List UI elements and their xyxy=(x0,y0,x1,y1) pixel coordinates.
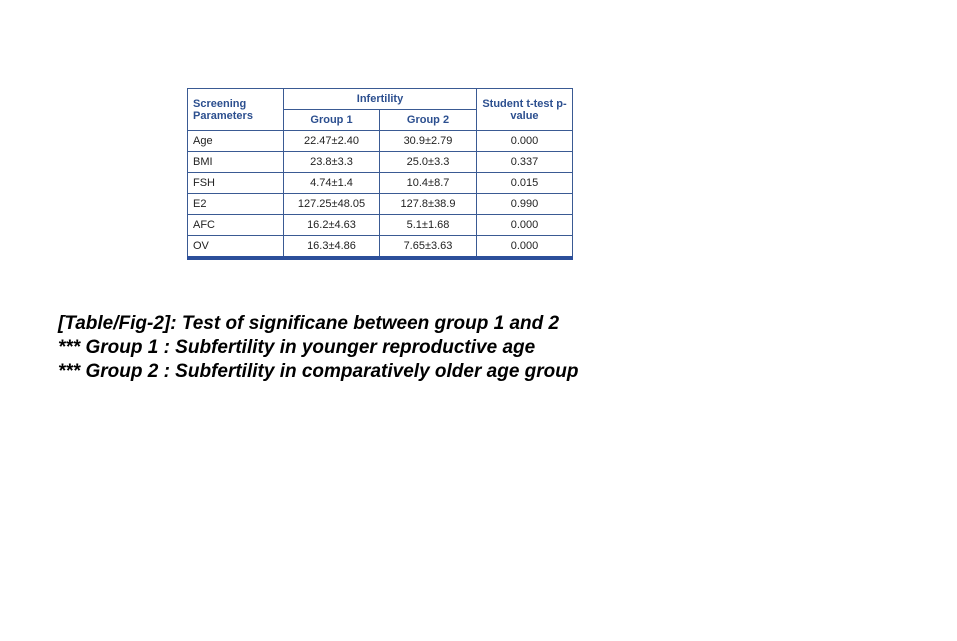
cell-p: 0.000 xyxy=(476,214,573,236)
caption: [Table/Fig-2]: Test of significane betwe… xyxy=(58,312,579,384)
caption-note-group1: *** Group 1 : Subfertility in younger re… xyxy=(58,337,536,358)
header-param: Screening Parameters xyxy=(187,88,284,131)
cell-param: OV xyxy=(187,235,284,260)
significance-table: Screening Parameters Infertility Student… xyxy=(187,88,573,260)
cell-g2: 25.0±3.3 xyxy=(379,151,477,173)
cell-p: 0.000 xyxy=(476,235,573,260)
cell-g1: 4.74±1.4 xyxy=(283,172,380,194)
cell-g1: 22.47±2.40 xyxy=(283,130,380,152)
cell-g1: 16.3±4.86 xyxy=(283,235,380,260)
table-row: E2 127.25±48.05 127.8±38.9 0.990 xyxy=(187,193,573,215)
cell-param: E2 xyxy=(187,193,284,215)
cell-g2: 30.9±2.79 xyxy=(379,130,477,152)
cell-g1: 23.8±3.3 xyxy=(283,151,380,173)
header-pvalue: Student t-test p-value xyxy=(476,88,573,131)
cell-p: 0.000 xyxy=(476,130,573,152)
header-infertility: Infertility xyxy=(283,88,477,110)
cell-p: 0.990 xyxy=(476,193,573,215)
cell-param: AFC xyxy=(187,214,284,236)
table-row: OV 16.3±4.86 7.65±3.63 0.000 xyxy=(187,235,573,260)
caption-title: [Table/Fig-2]: Test of significane betwe… xyxy=(58,313,560,334)
cell-param: BMI xyxy=(187,151,284,173)
cell-p: 0.015 xyxy=(476,172,573,194)
cell-g2: 5.1±1.68 xyxy=(379,214,477,236)
table-row: BMI 23.8±3.3 25.0±3.3 0.337 xyxy=(187,151,573,173)
caption-note-group2: *** Group 2 : Subfertility in comparativ… xyxy=(58,361,579,382)
cell-g2: 127.8±38.9 xyxy=(379,193,477,215)
cell-g1: 127.25±48.05 xyxy=(283,193,380,215)
header-group2: Group 2 xyxy=(379,109,477,131)
header-group1: Group 1 xyxy=(283,109,380,131)
cell-param: FSH xyxy=(187,172,284,194)
cell-param: Age xyxy=(187,130,284,152)
table-row: FSH 4.74±1.4 10.4±8.7 0.015 xyxy=(187,172,573,194)
cell-g2: 10.4±8.7 xyxy=(379,172,477,194)
table-row: AFC 16.2±4.63 5.1±1.68 0.000 xyxy=(187,214,573,236)
cell-g1: 16.2±4.63 xyxy=(283,214,380,236)
table-row: Age 22.47±2.40 30.9±2.79 0.000 xyxy=(187,130,573,152)
cell-g2: 7.65±3.63 xyxy=(379,235,477,260)
cell-p: 0.337 xyxy=(476,151,573,173)
